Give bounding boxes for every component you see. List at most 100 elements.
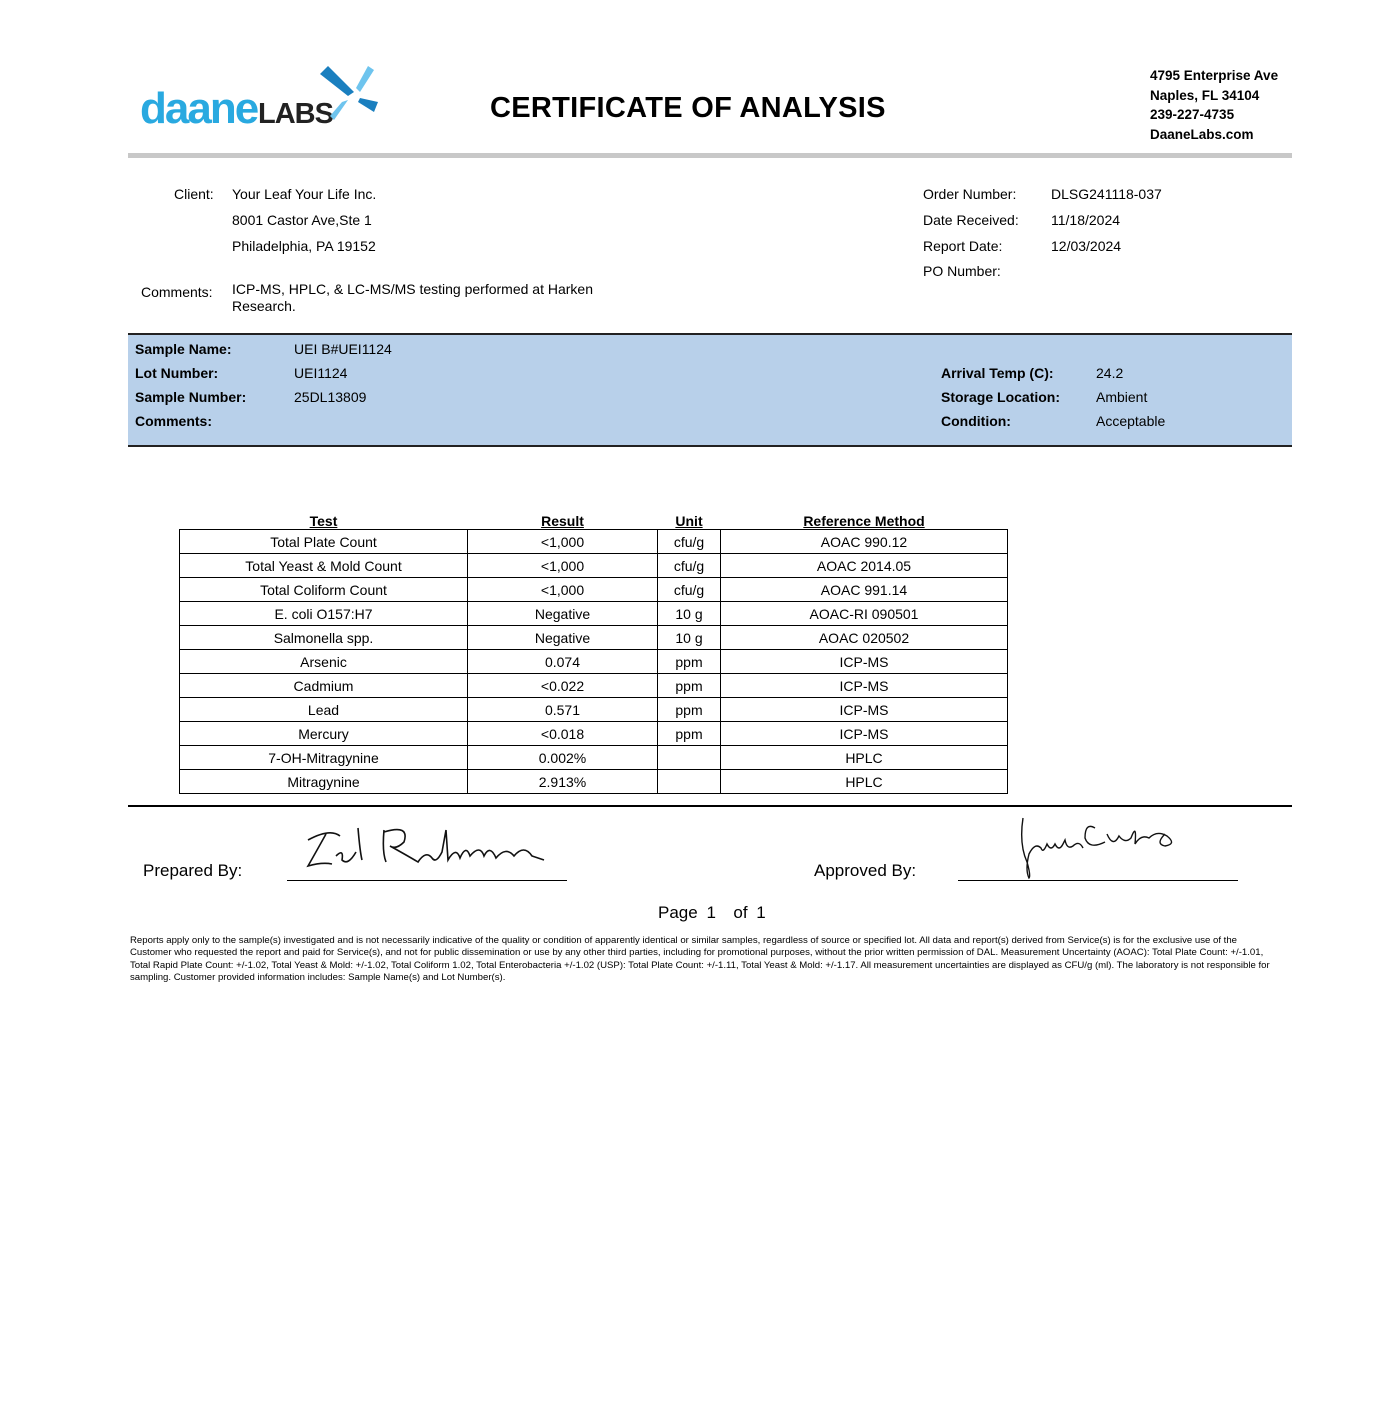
comments-label: Comments:: [141, 284, 213, 300]
address-city: Naples, FL 34104: [1150, 87, 1260, 103]
cell-result: 2.913%: [467, 769, 658, 794]
cell-unit: ppm: [657, 721, 721, 746]
cell-reference-method: ICP-MS: [720, 673, 1008, 698]
order-number: DLSG241118-037: [1051, 186, 1162, 202]
cell-test: Salmonella spp.: [179, 625, 468, 650]
cell-unit: 10 g: [657, 601, 721, 626]
document-title: CERTIFICATE OF ANALYSIS: [490, 92, 886, 124]
cell-unit: [657, 745, 721, 770]
cell-result: <0.018: [467, 721, 658, 746]
cell-result: 0.571: [467, 697, 658, 722]
sample-name: UEI B#UEI1124: [294, 341, 392, 357]
cell-test: Arsenic: [179, 649, 468, 674]
results-divider: [128, 805, 1292, 807]
sample-number: 25DL13809: [294, 389, 367, 405]
header-test: Test: [309, 513, 338, 529]
cell-result: <1,000: [467, 553, 658, 578]
cell-reference-method: ICP-MS: [720, 649, 1008, 674]
cell-test: Mercury: [179, 721, 468, 746]
cell-reference-method: AOAC 991.14: [720, 577, 1008, 602]
client-name: Your Leaf Your Life Inc.: [232, 186, 377, 202]
cell-reference-method: AOAC-RI 090501: [720, 601, 1008, 626]
table-row: Cadmium <0.022 ppm ICP-MS: [179, 673, 1008, 698]
sample-comments-label: Comments:: [135, 413, 213, 429]
header-reference-method: Reference Method: [803, 513, 925, 529]
cell-unit: ppm: [657, 697, 721, 722]
address-website: DaaneLabs.com: [1150, 126, 1254, 142]
disclaimer-text: Reports apply only to the sample(s) inve…: [130, 935, 1270, 984]
prepared-by-label: Prepared By:: [143, 861, 243, 880]
table-row: Mitragynine 2.913% HPLC: [179, 769, 1008, 794]
cell-result: <1,000: [467, 529, 658, 554]
arrival-temp: 24.2: [1096, 365, 1124, 381]
cell-unit: ppm: [657, 649, 721, 674]
logo-burst-icon: [320, 66, 378, 120]
cell-test: Mitragynine: [179, 769, 468, 794]
comments-text: ICP-MS, HPLC, & LC-MS/MS testing perform…: [232, 281, 593, 314]
cell-result: 0.074: [467, 649, 658, 674]
page-current: 1: [706, 903, 716, 922]
table-row: 7-OH-Mitragynine 0.002% HPLC: [179, 745, 1008, 770]
prepared-by-line: [287, 880, 567, 881]
cell-unit: cfu/g: [657, 577, 721, 602]
cell-test: Total Plate Count: [179, 529, 468, 554]
client-address: 8001 Castor Ave,Ste 1: [232, 212, 372, 228]
header-divider: [128, 153, 1292, 158]
prepared-by-signature: [306, 827, 545, 868]
page-of-label: of: [733, 903, 748, 922]
table-row: Arsenic 0.074 ppm ICP-MS: [179, 649, 1008, 674]
storage-location: Ambient: [1096, 389, 1148, 405]
report-date: 12/03/2024: [1051, 238, 1122, 254]
approved-by-signature: [1020, 817, 1173, 880]
page-label: Page: [658, 903, 698, 922]
table-row: Total Coliform Count <1,000 cfu/g AOAC 991.…: [179, 577, 1008, 602]
daanelabs-logo: daane LABS: [140, 62, 390, 137]
cell-reference-method: HPLC: [720, 769, 1008, 794]
date-received: 11/18/2024: [1051, 212, 1121, 228]
report-date-label: Report Date:: [923, 238, 1003, 254]
cell-unit: ppm: [657, 673, 721, 698]
results-table: Test Result Unit Reference Method Total …: [179, 503, 1008, 794]
condition-label: Condition:: [941, 413, 1011, 429]
cell-test: E. coli O157:H7: [179, 601, 468, 626]
condition: Acceptable: [1096, 413, 1166, 429]
logo-labs-text: LABS: [258, 98, 334, 130]
sample-name-label: Sample Name:: [135, 341, 232, 357]
client-city: Philadelphia, PA 19152: [232, 238, 376, 254]
cell-unit: 10 g: [657, 625, 721, 650]
cell-result: Negative: [467, 601, 658, 626]
cell-test: 7-OH-Mitragynine: [179, 745, 468, 770]
table-row: Mercury <0.018 ppm ICP-MS: [179, 721, 1008, 746]
cell-test: Total Coliform Count: [179, 577, 468, 602]
cell-unit: cfu/g: [657, 553, 721, 578]
cell-result: 0.002%: [467, 745, 658, 770]
approved-by-label: Approved By:: [814, 861, 917, 880]
lot-number-label: Lot Number:: [135, 365, 219, 381]
address-phone: 239-227-4735: [1150, 107, 1235, 122]
lot-number: UEI1124: [294, 365, 348, 381]
cell-reference-method: ICP-MS: [720, 697, 1008, 722]
cell-result: <0.022: [467, 673, 658, 698]
cell-reference-method: AOAC 020502: [720, 625, 1008, 650]
table-row: Total Plate Count <1,000 cfu/g AOAC 990.12: [179, 529, 1008, 554]
client-label: Client:: [174, 186, 214, 202]
sample-number-label: Sample Number:: [135, 389, 247, 405]
po-number-label: PO Number:: [923, 263, 1001, 279]
table-row: E. coli O157:H7 Negative 10 g AOAC-RI 09050…: [179, 601, 1008, 626]
page-indicator: Page 1 of 1: [658, 903, 766, 923]
logo-daane-text: daane: [140, 84, 259, 133]
address-street: 4795 Enterprise Ave: [1150, 68, 1279, 83]
results-header-row: Test Result Unit Reference Method: [180, 503, 1008, 530]
approved-by-line: [958, 880, 1238, 881]
lab-address: 4795 Enterprise Ave Naples, FL 34104 239…: [1150, 66, 1278, 144]
cell-reference-method: AOAC 2014.05: [720, 553, 1008, 578]
cell-unit: [657, 769, 721, 794]
header-result: Result: [541, 513, 584, 529]
table-row: Salmonella spp. Negative 10 g AOAC 020502: [179, 625, 1008, 650]
date-received-label: Date Received:: [923, 212, 1019, 228]
page-total: 1: [756, 903, 766, 922]
table-row: Total Yeast & Mold Count <1,000 cfu/g AOAC …: [179, 553, 1008, 578]
cell-reference-method: AOAC 990.12: [720, 529, 1008, 554]
cell-unit: cfu/g: [657, 529, 721, 554]
cell-reference-method: HPLC: [720, 745, 1008, 770]
